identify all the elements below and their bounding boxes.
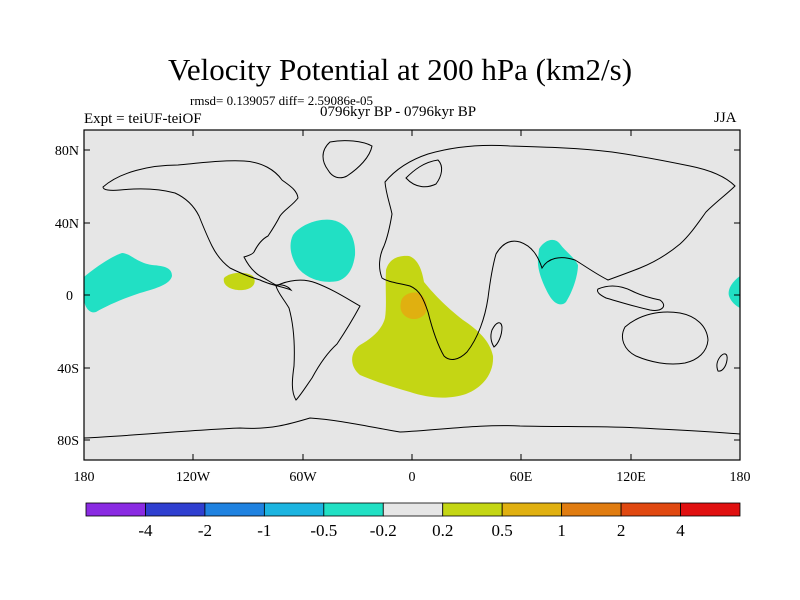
stats-label: rmsd= 0.139057 diff= 2.59086e-05 xyxy=(190,93,374,108)
period-label: 0796kyr BP - 0796kyr BP xyxy=(320,104,477,120)
lon-label-60e: 60E xyxy=(510,470,533,485)
colorbar-level-label: 0.2 xyxy=(432,521,453,540)
colorbar-level-label: -4 xyxy=(138,521,153,540)
lat-label-40n: 40N xyxy=(55,217,79,232)
lon-label-0: 0 xyxy=(409,470,416,485)
greenland-coast xyxy=(322,140,373,179)
colorbar-swatch xyxy=(680,502,741,517)
madagascar-coast xyxy=(490,322,503,348)
colorbar-level-label: 0.5 xyxy=(492,521,513,540)
negative-anomaly-indian-ocean xyxy=(537,239,578,305)
lat-label-80s: 80S xyxy=(57,434,79,449)
negative-anomaly-north-atlantic xyxy=(290,219,356,282)
eurasia-africa-coast xyxy=(379,144,736,360)
colorbar-swatch xyxy=(85,502,146,517)
axis-ticks xyxy=(83,130,741,460)
colorbar-level-label: -1 xyxy=(257,521,271,540)
lat-label-eq: 0 xyxy=(66,289,73,304)
colorbar-swatch xyxy=(442,502,503,517)
season-label: JJA xyxy=(714,110,737,126)
colorbar-level-label: -0.5 xyxy=(310,521,337,540)
lon-label-120w: 120W xyxy=(176,470,211,485)
lon-label-120e: 120E xyxy=(616,470,646,485)
colorbar-swatch xyxy=(323,502,384,517)
positive-anomaly-congo-core xyxy=(400,292,427,320)
north-america-coast xyxy=(102,160,299,292)
new-zealand-coast xyxy=(716,353,728,372)
colorbar-level-label: 2 xyxy=(617,521,626,540)
colorbar-level-label: 1 xyxy=(557,521,566,540)
colorbar-level-label: 4 xyxy=(676,521,685,540)
colorbar-level-label: -2 xyxy=(198,521,212,540)
south-america-coast xyxy=(275,279,361,401)
positive-anomaly-africa-south-atlantic xyxy=(352,255,494,398)
colorbar-swatch xyxy=(501,502,563,517)
scandinavia-coast xyxy=(405,159,443,188)
positive-anomaly-east-pacific xyxy=(223,272,255,291)
colorbar-swatch xyxy=(204,502,265,517)
colorbar-swatch xyxy=(263,502,325,517)
anomaly-fields xyxy=(84,219,740,398)
colorbar-swatch xyxy=(382,502,444,517)
negative-anomaly-central-pacific xyxy=(84,253,172,313)
lon-label-180w: 180 xyxy=(74,470,95,485)
colorbar: -4 -2 -1 -0.5 -0.2 0.2 0.5 1 2 4 xyxy=(85,502,741,540)
lat-label-80n: 80N xyxy=(55,144,79,159)
lon-label-180e: 180 xyxy=(730,470,751,485)
colorbar-swatch xyxy=(561,502,622,517)
maritime-continent-coast xyxy=(597,285,665,311)
colorbar-swatch xyxy=(145,502,206,517)
australia-coast xyxy=(622,311,709,365)
lon-label-60w: 60W xyxy=(289,470,317,485)
negative-anomaly-west-pacific-edge xyxy=(728,276,740,308)
antarctica-coast xyxy=(83,417,741,439)
colorbar-level-label: -0.2 xyxy=(370,521,397,540)
lat-label-40s: 40S xyxy=(57,362,79,377)
colorbar-swatch xyxy=(620,502,681,517)
coastlines xyxy=(83,140,741,439)
experiment-label: Expt = teiUF-teiOF xyxy=(84,111,202,127)
map-title: Velocity Potential at 200 hPa (km2/s) xyxy=(167,52,633,87)
